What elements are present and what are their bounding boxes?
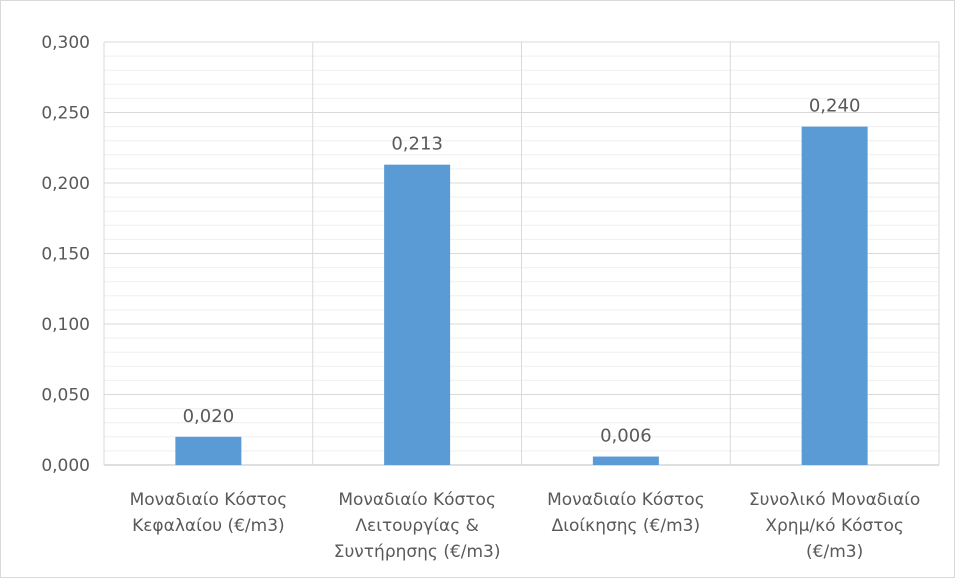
y-axis-tick-labels: 0,000 0,050 0,100 0,150 0,200 0,250 0,300 xyxy=(41,33,90,476)
category-label: Μοναδιαίο Κόστος Διοίκησης (€/m3) xyxy=(547,490,705,536)
bar xyxy=(175,436,242,465)
category-label: Μοναδιαίο Κόστος Λειτουργίας & Συντήρησης … xyxy=(334,490,501,562)
data-label: 0,213 xyxy=(391,134,443,155)
category-dividers xyxy=(103,42,940,465)
data-label: 0,020 xyxy=(183,406,235,427)
bar xyxy=(384,164,451,466)
y-tick-label: 0,050 xyxy=(41,386,90,406)
bars xyxy=(175,126,868,466)
bar xyxy=(801,126,868,465)
data-label: 0,240 xyxy=(809,96,861,117)
y-tick-label: 0,250 xyxy=(41,104,90,124)
y-tick-label: 0,150 xyxy=(41,245,90,265)
y-tick-label: 0,300 xyxy=(41,33,90,53)
bar xyxy=(592,456,659,465)
category-labels: Μοναδιαίο Κόστος Κεφαλαίου (€/m3) Μοναδιαί… xyxy=(130,490,921,562)
category-label: Μοναδιαίο Κόστος Κεφαλαίου (€/m3) xyxy=(130,490,288,536)
y-tick-label: 0,000 xyxy=(41,456,90,476)
category-label: Συνολικό Μοναδιαίο Χρημ/κό Κόστος (€/m3) xyxy=(749,490,920,562)
data-labels: 0,020 0,213 0,006 0,240 xyxy=(183,96,861,447)
y-tick-label: 0,100 xyxy=(41,315,90,335)
data-label: 0,006 xyxy=(600,426,652,447)
y-tick-label: 0,200 xyxy=(41,174,90,194)
